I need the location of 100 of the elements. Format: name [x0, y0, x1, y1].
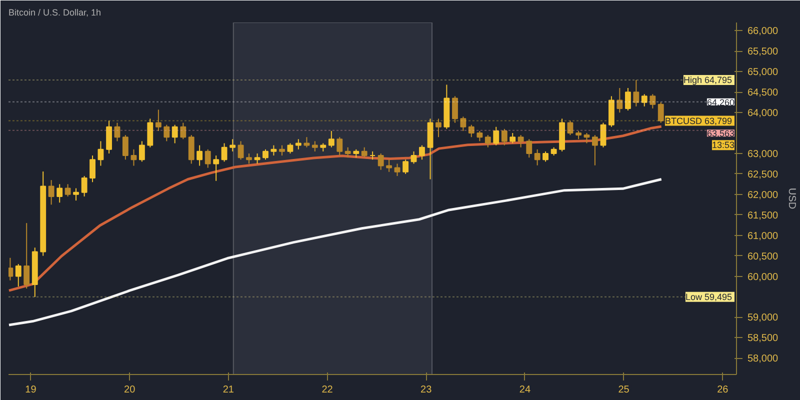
candlestick	[24, 222, 30, 290]
y-tick-label: 64,000	[748, 108, 779, 120]
candlestick	[641, 94, 648, 107]
candlestick	[122, 134, 128, 160]
candlestick	[567, 120, 574, 136]
y-tick-label: 63,000	[748, 148, 779, 160]
candlestick	[484, 134, 491, 148]
y-tick-label: 60,500	[748, 251, 779, 262]
candlestick	[344, 146, 351, 158]
candlestick	[304, 136, 310, 148]
candlestick	[230, 138, 236, 152]
candlestick	[336, 136, 343, 156]
candlestick	[468, 124, 474, 138]
candlestick	[8, 257, 14, 281]
y-tick-label: 60,000	[748, 272, 779, 283]
annotation: 13:53	[712, 140, 735, 150]
x-tick-label: 25	[618, 384, 630, 396]
candlestick	[254, 152, 260, 164]
candlestick	[402, 159, 409, 174]
y-tick-label: 64,500	[748, 88, 779, 99]
candlestick	[221, 142, 228, 162]
y-tick-label: 66,000	[748, 26, 779, 38]
candlestick	[526, 138, 532, 158]
y-tick-label: 62,000	[748, 190, 779, 201]
candlestick	[460, 116, 466, 132]
x-tick-label: 23	[420, 384, 432, 396]
y-tick-label: 61,500	[748, 210, 779, 222]
ref-line-label: High 64,795	[683, 75, 732, 86]
ref-line-label: Low 59,495	[685, 292, 732, 302]
candlestick	[542, 150, 548, 162]
candlestick	[246, 152, 252, 164]
chart-title: Bitcoin / U.S. Dollar, 1h	[8, 8, 102, 18]
candlestick	[436, 118, 442, 138]
candlestick	[452, 96, 458, 124]
candlestick	[172, 124, 178, 144]
candlestick	[312, 140, 318, 152]
candlestick	[106, 120, 112, 154]
candlestick	[64, 184, 71, 197]
candlestick	[419, 144, 425, 160]
candlestick	[501, 128, 508, 146]
candlestick	[592, 134, 598, 166]
candlestick	[410, 150, 417, 164]
x-tick-label: 19	[25, 384, 37, 396]
candlestick	[147, 118, 154, 148]
candlestick	[114, 122, 120, 142]
candlestick	[270, 144, 277, 156]
ref-line-label: 64,260	[706, 97, 735, 108]
y-tick-label: 62,500	[748, 169, 779, 180]
y-tick-label: 58,500	[748, 333, 779, 344]
x-tick-label: 26	[717, 384, 729, 396]
y-tick-label: 65,000	[748, 67, 779, 78]
line-series	[8, 178, 663, 326]
candlestick	[518, 134, 524, 148]
candlestick	[238, 140, 244, 160]
candlestick	[287, 142, 294, 154]
y-tick-label: 65,500	[748, 46, 779, 58]
x-tick-label: 22	[322, 384, 334, 396]
candlestick	[600, 122, 606, 148]
candlestick	[650, 94, 656, 109]
candlestick	[155, 109, 162, 132]
candlestick	[584, 132, 590, 144]
candlestick	[15, 263, 22, 287]
candlestick	[48, 180, 54, 206]
x-tick-label: 20	[124, 384, 136, 396]
ref-line-label: 63,563	[706, 128, 735, 139]
candlestick	[510, 132, 516, 144]
y-tick-label: 61,000	[748, 230, 779, 242]
candlestick	[493, 126, 500, 146]
candlestick	[188, 134, 194, 164]
candlestick	[213, 155, 220, 182]
line-series	[8, 125, 663, 292]
candlestick	[180, 122, 186, 140]
candlestick	[633, 80, 640, 107]
candlestick	[138, 140, 145, 162]
y-tick-label: 58,000	[748, 354, 779, 365]
candlestick	[328, 130, 334, 148]
candlestick	[378, 152, 384, 170]
candlestick	[73, 188, 79, 202]
candlestick	[616, 87, 623, 114]
ref-line-label: BTCUSD 63,799	[664, 116, 732, 126]
candlestick	[130, 148, 137, 166]
candlestick	[204, 148, 211, 168]
candlestick	[262, 148, 268, 160]
x-tick-label: 24	[519, 384, 531, 396]
y-tick-label: 59,000	[748, 312, 779, 324]
candlestick	[386, 159, 392, 172]
candlestick	[164, 124, 170, 142]
x-tick-label: 21	[222, 384, 234, 396]
candlestick	[81, 175, 88, 197]
candlestick	[534, 148, 540, 166]
candlestick	[625, 87, 631, 111]
candlestick	[658, 102, 664, 124]
candlestick	[476, 130, 483, 142]
candlestick	[394, 163, 400, 176]
y-axis-title: USD	[786, 188, 798, 210]
candlestick	[56, 184, 63, 204]
candlestick	[295, 138, 302, 150]
candlestick	[90, 155, 96, 183]
candlestick	[279, 144, 285, 156]
candlestick	[98, 140, 104, 166]
